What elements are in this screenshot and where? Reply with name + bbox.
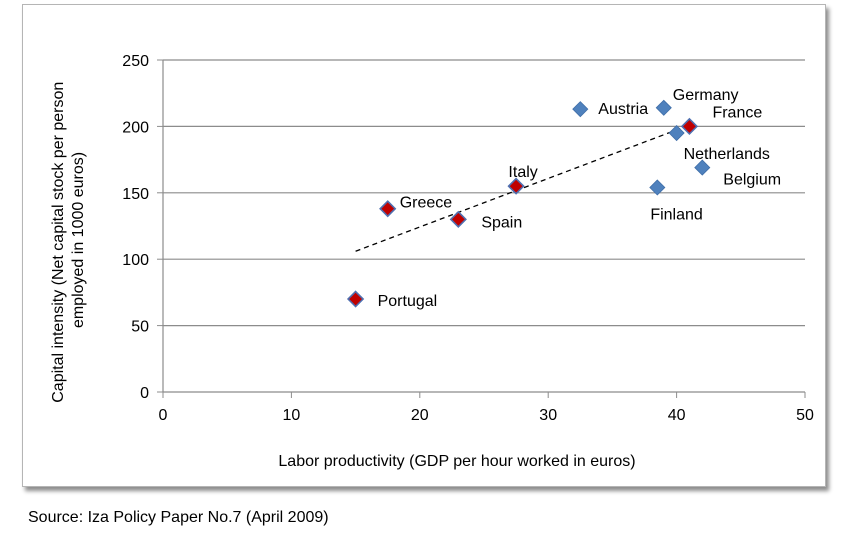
y-tick-label: 50	[131, 319, 149, 336]
source-note: Source: Iza Policy Paper No.7 (April 200…	[28, 509, 329, 526]
point-spain	[449, 210, 467, 228]
y-tick-label: 150	[122, 186, 149, 203]
point-belgium	[694, 159, 711, 176]
point-finland	[649, 179, 666, 196]
x-tick-label: 30	[539, 407, 557, 424]
point-netherlands	[668, 124, 685, 142]
axes	[157, 59, 806, 398]
x-tick-label: 0	[159, 407, 168, 424]
point-france	[680, 117, 699, 136]
point-labels: Portugal Greece Spain Italy France Austria Ger…	[378, 87, 781, 310]
point-label-belgium: Belgium	[723, 172, 781, 189]
point-label-italy: Italy	[508, 164, 537, 181]
grid-lines	[163, 59, 805, 327]
point-germany	[655, 99, 672, 116]
chart-frame	[22, 4, 826, 487]
y-tick-label: 250	[122, 53, 149, 70]
point-italy	[507, 177, 525, 195]
point-label-germany: Germany	[673, 87, 739, 104]
y-tick-label: 0	[140, 385, 149, 402]
x-axis-title: Labor productivity (GDP per hour worked …	[278, 453, 635, 470]
x-tick-label: 40	[668, 407, 686, 424]
trendline	[355, 124, 690, 252]
x-tick-label: 10	[283, 407, 301, 424]
point-austria	[572, 101, 589, 118]
point-label-austria: Austria	[598, 101, 648, 118]
y-axis-title: Capital intensity (Net capital stock per…	[50, 77, 87, 403]
point-label-spain: Spain	[481, 214, 522, 231]
y-tick-label: 200	[122, 119, 149, 136]
y-axis-title-line-1: Capital intensity (Net capital stock per…	[50, 82, 67, 403]
scatter-chart: Portugal Greece Spain Italy France Austria Ger…	[50, 53, 814, 470]
point-label-france: France	[712, 104, 762, 121]
y-tick-label: 100	[122, 252, 149, 269]
y-axis-title-line-2: employed in 1000 euros)	[70, 152, 87, 328]
point-label-finland: Finland	[650, 206, 702, 223]
point-label-portugal: Portugal	[378, 293, 438, 310]
x-tick-label: 50	[796, 407, 814, 424]
point-portugal	[346, 290, 365, 308]
point-label-greece: Greece	[400, 195, 453, 212]
data-points	[346, 99, 711, 308]
tick-labels: 0 50 100 150 200 250 0 10 20 30 40 50	[122, 53, 814, 424]
trendline-layer	[355, 124, 690, 252]
point-label-netherlands: Netherlands	[684, 146, 770, 163]
x-tick-label: 20	[411, 407, 429, 424]
point-greece	[379, 200, 397, 218]
